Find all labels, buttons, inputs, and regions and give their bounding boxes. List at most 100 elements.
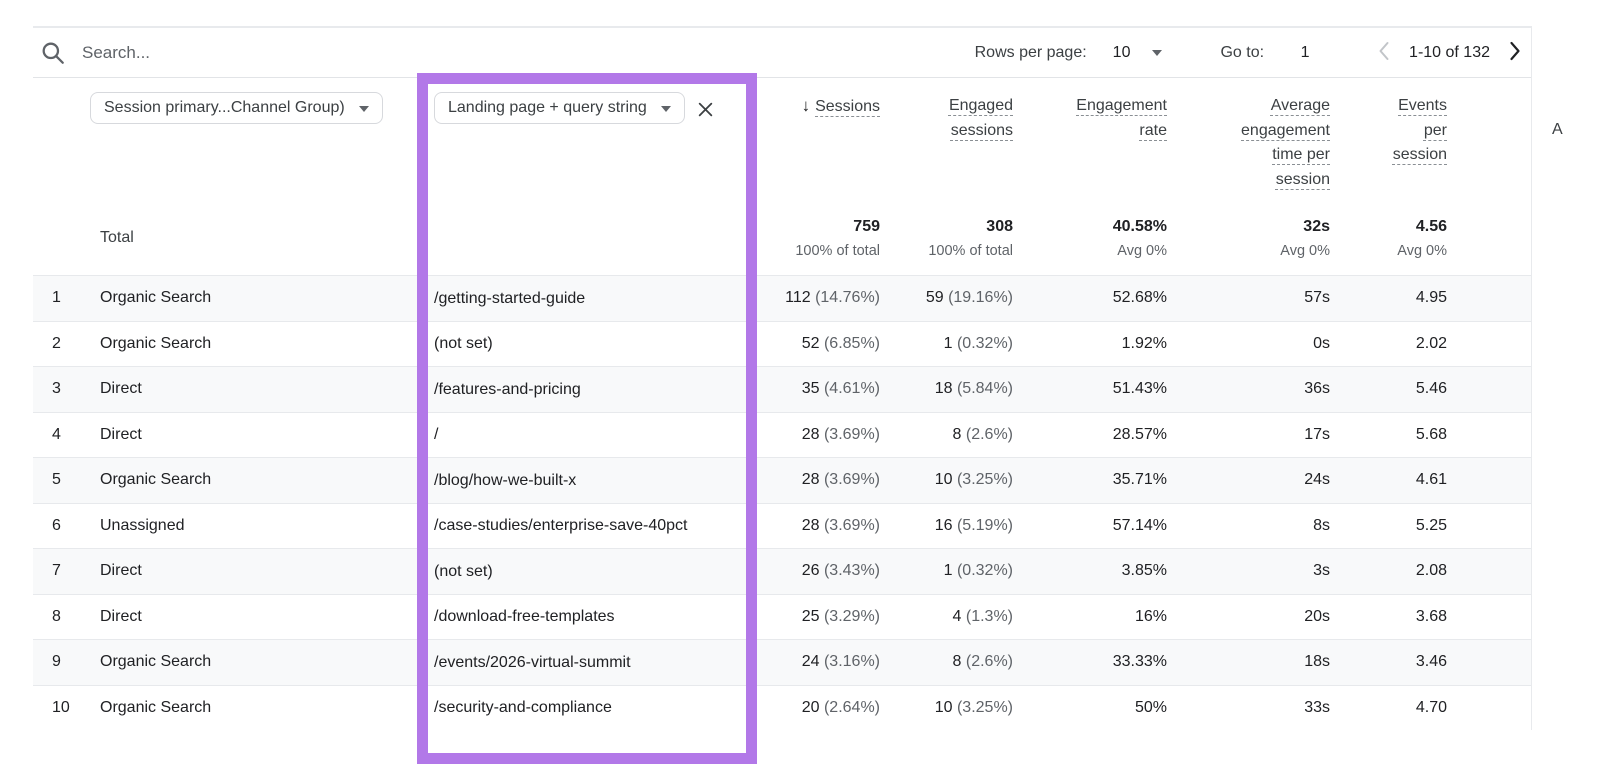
row-engaged-sessions: 10 (3.25%)	[934, 471, 1013, 489]
row-rank: 3	[52, 380, 61, 398]
row-sessions: 112 (14.76%)	[785, 289, 880, 307]
dimension-chip-channel-group[interactable]: Session primary...Channel Group)	[90, 92, 383, 124]
column-header-avg-engagement-time[interactable]: Average engagement time per session	[1167, 78, 1330, 202]
row-events-per-session: 5.68	[1415, 425, 1447, 443]
row-rank: 10	[52, 698, 70, 716]
table-row: 9 Organic Search /events/2026-virtual-su…	[33, 639, 1531, 685]
row-avg-engagement-time: 18s	[1304, 653, 1330, 671]
remove-dimension-button[interactable]	[695, 99, 716, 123]
row-engagement-rate: 35.71%	[1112, 471, 1167, 489]
row-sessions: 28 (3.69%)	[801, 516, 880, 534]
table-frame: Rows per page: 10 Go to: 1 1-10 of 132	[33, 26, 1532, 730]
row-avg-engagement-time: 57s	[1304, 289, 1330, 307]
row-sessions: 26 (3.43%)	[801, 562, 880, 580]
row-rank: 5	[52, 471, 61, 489]
table-row: 5 Organic Search /blog/how-we-built-x 28…	[33, 457, 1531, 503]
column-header-avg-engagement-time-label: Average engagement time per session	[1241, 97, 1330, 188]
column-header-sessions[interactable]: ↓ Sessions	[757, 78, 880, 202]
dimension-chip-landing-page-label: Landing page + query string	[448, 99, 647, 116]
table-header-row: Session primary...Channel Group) Landing…	[33, 78, 1531, 202]
column-header-sessions-label: Sessions	[815, 98, 880, 115]
row-avg-engagement-time: 24s	[1304, 471, 1330, 489]
column-header-engagement-rate-label: Engagement rate	[1076, 97, 1167, 139]
row-channel: Direct	[100, 425, 142, 443]
clipped-next-column-header: A	[1552, 121, 1563, 138]
close-icon	[697, 102, 714, 121]
row-engaged-sessions: 1 (0.32%)	[943, 562, 1013, 580]
total-engagement-rate: 40.58% Avg 0%	[1112, 218, 1167, 259]
sort-descending-icon: ↓	[801, 96, 811, 115]
row-engaged-sessions: 59 (19.16%)	[925, 289, 1013, 307]
row-engaged-sessions: 8 (2.6%)	[952, 425, 1013, 443]
row-events-per-session: 4.95	[1415, 289, 1447, 307]
table-body: 1 Organic Search /getting-started-guide …	[33, 275, 1531, 730]
row-channel: Direct	[100, 380, 142, 398]
row-events-per-session: 4.70	[1415, 698, 1447, 716]
total-label: Total	[100, 229, 134, 246]
row-landing-page: /features-and-pricing	[434, 380, 581, 398]
row-events-per-session: 5.46	[1415, 380, 1447, 398]
total-avg-engagement-time: 32s Avg 0%	[1280, 218, 1330, 259]
row-rank: 8	[52, 607, 61, 625]
row-landing-page: /case-studies/enterprise-save-40pct	[434, 517, 688, 535]
row-engaged-sessions: 8 (2.6%)	[952, 653, 1013, 671]
row-engaged-sessions: 1 (0.32%)	[943, 334, 1013, 352]
table-row: 1 Organic Search /getting-started-guide …	[33, 275, 1531, 321]
row-engaged-sessions: 18 (5.84%)	[934, 380, 1013, 398]
row-engagement-rate: 33.33%	[1112, 653, 1167, 671]
row-sessions: 24 (3.16%)	[801, 653, 880, 671]
row-landing-page: /security-and-compliance	[434, 699, 612, 717]
table-toolbar: Rows per page: 10 Go to: 1 1-10 of 132	[33, 28, 1531, 78]
rows-per-page-select[interactable]: 10	[1113, 44, 1163, 62]
row-sessions: 28 (3.69%)	[801, 425, 880, 443]
table-row: 7 Direct (not set) 26 (3.43%) 1 (0.32%) …	[33, 548, 1531, 594]
row-rank: 1	[52, 289, 61, 307]
row-landing-page: (not set)	[434, 562, 493, 580]
dimension-chip-landing-page[interactable]: Landing page + query string	[434, 92, 685, 124]
go-to-page-input[interactable]: 1	[1300, 43, 1310, 61]
pagination-controls: Rows per page: 10 Go to: 1 1-10 of 132	[975, 41, 1525, 64]
row-rank: 6	[52, 516, 61, 534]
row-engagement-rate: 3.85%	[1121, 562, 1167, 580]
pagination-range: 1-10 of 132	[1409, 43, 1490, 61]
rows-per-page-value: 10	[1112, 43, 1131, 61]
row-engagement-rate: 52.68%	[1112, 289, 1167, 307]
row-sessions: 52 (6.85%)	[801, 334, 880, 352]
total-sessions: 759 100% of total	[795, 218, 880, 259]
column-header-events-per-session-label: Events per session	[1392, 97, 1447, 163]
row-landing-page: /getting-started-guide	[434, 289, 586, 307]
table-row: 3 Direct /features-and-pricing 35 (4.61%…	[33, 366, 1531, 412]
row-sessions: 25 (3.29%)	[801, 607, 880, 625]
chevron-left-icon	[1378, 41, 1391, 64]
row-engagement-rate: 16%	[1134, 607, 1167, 625]
table-row: 6 Unassigned /case-studies/enterprise-sa…	[33, 502, 1531, 549]
row-sessions: 20 (2.64%)	[801, 698, 880, 716]
row-landing-page: /download-free-templates	[434, 608, 615, 626]
row-events-per-session: 2.08	[1415, 562, 1447, 580]
row-channel: Unassigned	[100, 516, 185, 534]
row-channel: Organic Search	[100, 653, 212, 671]
row-events-per-session: 2.02	[1415, 334, 1447, 352]
search-input[interactable]	[82, 42, 442, 63]
row-engagement-rate: 57.14%	[1112, 516, 1167, 534]
pagination-next-button[interactable]	[1504, 41, 1525, 64]
row-sessions: 28 (3.69%)	[801, 471, 880, 489]
column-header-events-per-session[interactable]: Events per session	[1330, 78, 1447, 202]
row-avg-engagement-time: 33s	[1304, 698, 1330, 716]
row-events-per-session: 3.46	[1415, 653, 1447, 671]
chevron-down-icon	[358, 105, 369, 112]
column-header-engaged-sessions[interactable]: Engaged sessions	[880, 78, 1013, 202]
row-channel: Direct	[100, 607, 142, 625]
row-rank: 4	[52, 425, 61, 443]
row-rank: 7	[52, 562, 61, 580]
column-header-engaged-sessions-label: Engaged sessions	[948, 97, 1013, 139]
row-channel: Direct	[100, 562, 142, 580]
column-header-engagement-rate[interactable]: Engagement rate	[1013, 78, 1167, 202]
row-landing-page: /events/2026-virtual-summit	[434, 653, 631, 671]
rows-per-page-label: Rows per page:	[974, 43, 1087, 61]
row-engaged-sessions: 4 (1.3%)	[952, 607, 1013, 625]
row-engagement-rate: 50%	[1134, 698, 1167, 716]
pagination-prev-button[interactable]	[1374, 41, 1395, 64]
go-to-label: Go to:	[1220, 43, 1265, 61]
row-channel: Organic Search	[100, 471, 212, 489]
